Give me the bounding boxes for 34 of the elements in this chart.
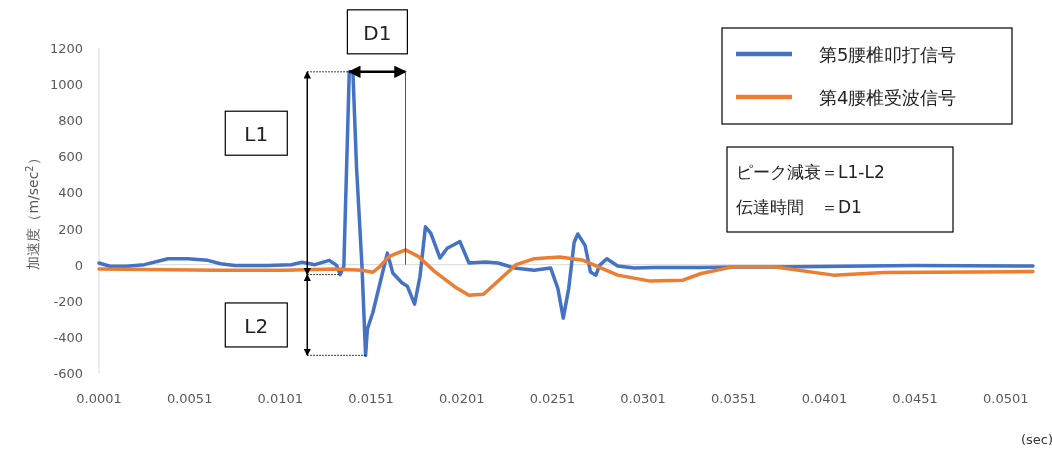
x-tick-label: 0.0101: [257, 391, 304, 406]
annotation: 伝達時間 ＝D1: [736, 197, 862, 217]
x-tick-label: 0.0351: [711, 391, 757, 406]
y-tick-label: 400: [58, 185, 83, 201]
note-box: ピーク減衰＝L1-L2 伝達時間 ＝D1: [726, 146, 954, 233]
y-tick-label: 0: [74, 257, 83, 273]
x-tick-label: 0.0201: [438, 391, 485, 406]
y-tick-label: 1200: [49, 41, 83, 56]
y-tick-label: -200: [53, 293, 83, 309]
line-series: [97, 70, 1035, 358]
y-tick-label: 200: [58, 221, 83, 237]
annotation: ピーク減衰＝L1-L2: [736, 162, 885, 182]
legend-label: 第5腰椎叩打信号: [819, 44, 957, 65]
legend-label: 第4腰椎受波信号: [819, 87, 957, 108]
x-axis-title: (sec): [1020, 432, 1052, 447]
x-tick-label: 0.0151: [348, 391, 394, 406]
annotation: L2: [244, 313, 269, 338]
annotation: D1: [346, 9, 408, 266]
x-tick-label: 0.0001: [76, 391, 122, 406]
x-tick-label: 0.0251: [529, 391, 576, 406]
y-tick-label: -600: [53, 366, 83, 381]
y-tick-label: 1000: [49, 77, 83, 93]
x-tick-label: 0.0501: [983, 391, 1029, 406]
annotation: L1: [224, 71, 350, 276]
x-tick-label: 0.0051: [166, 391, 213, 406]
annotation: L1: [244, 122, 269, 147]
y-tick-label: 600: [58, 149, 83, 165]
x-tick-label: 0.0451: [892, 391, 938, 406]
line-series: [97, 248, 1035, 298]
x-tick-label: 0.0301: [620, 391, 666, 406]
y-tick-label: 800: [58, 113, 83, 129]
y-tick-label: -400: [53, 329, 83, 345]
annotation: L2: [224, 273, 367, 357]
x-tick-label: 0.0401: [801, 391, 848, 406]
